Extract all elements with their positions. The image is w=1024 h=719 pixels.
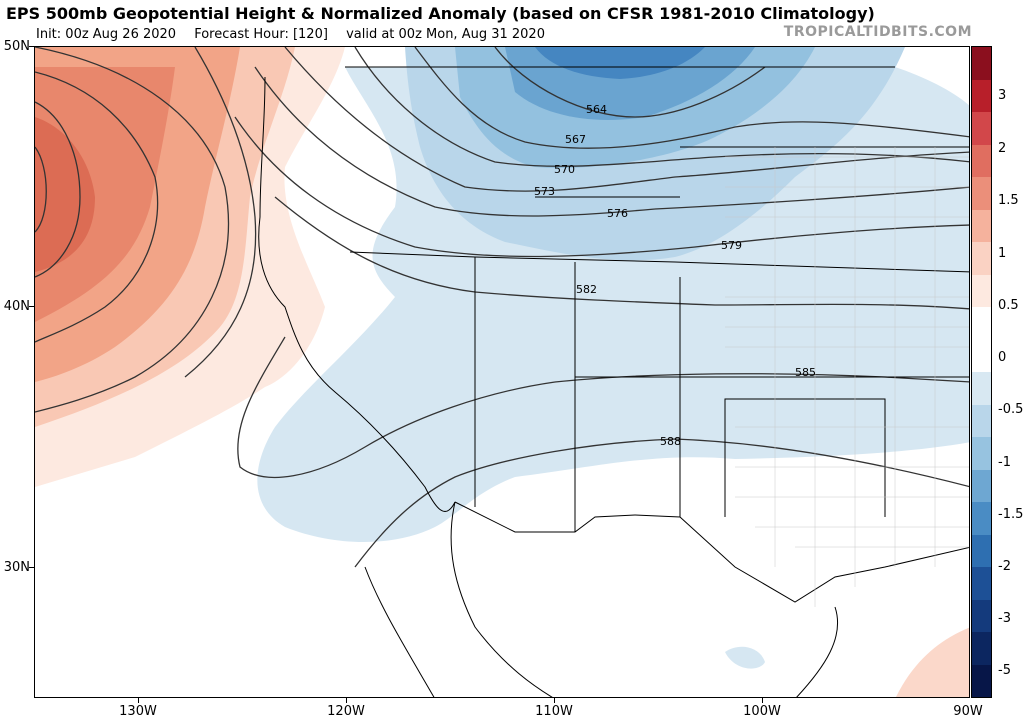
colorbar — [971, 46, 992, 698]
lon-label: 110W — [535, 704, 573, 719]
lat-label: 40N — [3, 299, 30, 314]
map-graphic — [35, 47, 969, 697]
colorbar-label: -1 — [998, 455, 1011, 470]
contour-label: 570 — [554, 163, 575, 176]
tick — [29, 46, 34, 47]
colorbar-swatch — [972, 112, 991, 145]
chart-title: EPS 500mb Geopotential Height & Normaliz… — [6, 4, 875, 23]
colorbar-swatch — [972, 144, 991, 177]
tick — [138, 698, 139, 703]
colorbar-swatch — [972, 502, 991, 535]
contour-label: 576 — [607, 207, 628, 220]
colorbar-label: -2 — [998, 559, 1011, 574]
run-info: Init: 00z Aug 26 2020 Forecast Hour: [12… — [36, 27, 559, 42]
contour-label: 573 — [534, 185, 555, 198]
colorbar-swatch — [972, 599, 991, 632]
contour-label: 579 — [721, 239, 742, 252]
anomaly-positive-2 — [35, 67, 175, 322]
contour-label: 567 — [565, 133, 586, 146]
colorbar-swatch — [972, 79, 991, 112]
colorbar-label: -5 — [998, 663, 1011, 678]
lat-label: 50N — [3, 39, 30, 54]
tick — [346, 698, 347, 703]
colorbar-label: 1 — [998, 246, 1007, 261]
colorbar-label: 0.5 — [998, 298, 1019, 313]
anomaly-negative-0-5 — [257, 67, 969, 542]
colorbar-swatch — [972, 469, 991, 502]
colorbar-swatch — [972, 632, 991, 665]
colorbar-swatch — [972, 534, 991, 567]
colorbar-label: -1.5 — [998, 507, 1024, 522]
colorbar-swatch — [972, 47, 991, 80]
valid-time: valid at 00z Mon, Aug 31 2020 — [346, 27, 545, 42]
anomaly-negative-2-5 — [535, 47, 705, 79]
borders — [258, 66, 969, 697]
anomaly-positive-2-5 — [35, 117, 95, 272]
colorbar-swatch — [972, 307, 991, 340]
colorbar-label: -0.5 — [998, 402, 1024, 417]
height-contours — [35, 47, 969, 568]
contour-label: 564 — [586, 103, 607, 116]
forecast-hour: Forecast Hour: [120] — [194, 27, 328, 42]
colorbar-label: 2 — [998, 141, 1007, 156]
colorbar-swatch — [972, 664, 991, 697]
map-panel: 564 567 570 573 576 579 582 585 588 — [34, 46, 970, 698]
init-time: Init: 00z Aug 26 2020 — [36, 27, 177, 42]
tick — [554, 698, 555, 703]
tick — [762, 698, 763, 703]
lat-label: 30N — [3, 560, 30, 575]
contour-label: 582 — [576, 283, 597, 296]
watermark: TROPICALTIDBITS.COM — [783, 24, 972, 40]
county-grid — [725, 147, 969, 607]
colorbar-swatch — [972, 274, 991, 307]
colorbar-swatch — [972, 339, 991, 372]
colorbar-swatch — [972, 242, 991, 275]
colorbar-label: 3 — [998, 88, 1007, 103]
colorbar-swatch — [972, 567, 991, 600]
anomaly-negative-tx — [725, 646, 765, 669]
colorbar-swatch — [972, 437, 991, 470]
contour-label: 585 — [795, 366, 816, 379]
colorbar-swatch — [972, 209, 991, 242]
lon-label: 90W — [953, 704, 983, 719]
lon-label: 120W — [327, 704, 365, 719]
colorbar-swatch — [972, 404, 991, 437]
contour-label: 588 — [660, 435, 681, 448]
colorbar-swatch — [972, 177, 991, 210]
colorbar-label: 0 — [998, 350, 1007, 365]
colorbar-label: -3 — [998, 611, 1011, 626]
tick — [29, 306, 34, 307]
anomaly-positive-se — [896, 627, 969, 697]
lon-label: 100W — [743, 704, 781, 719]
colorbar-label: 1.5 — [998, 193, 1019, 208]
colorbar-swatch — [972, 372, 991, 405]
tick — [29, 567, 34, 568]
lon-label: 130W — [119, 704, 157, 719]
